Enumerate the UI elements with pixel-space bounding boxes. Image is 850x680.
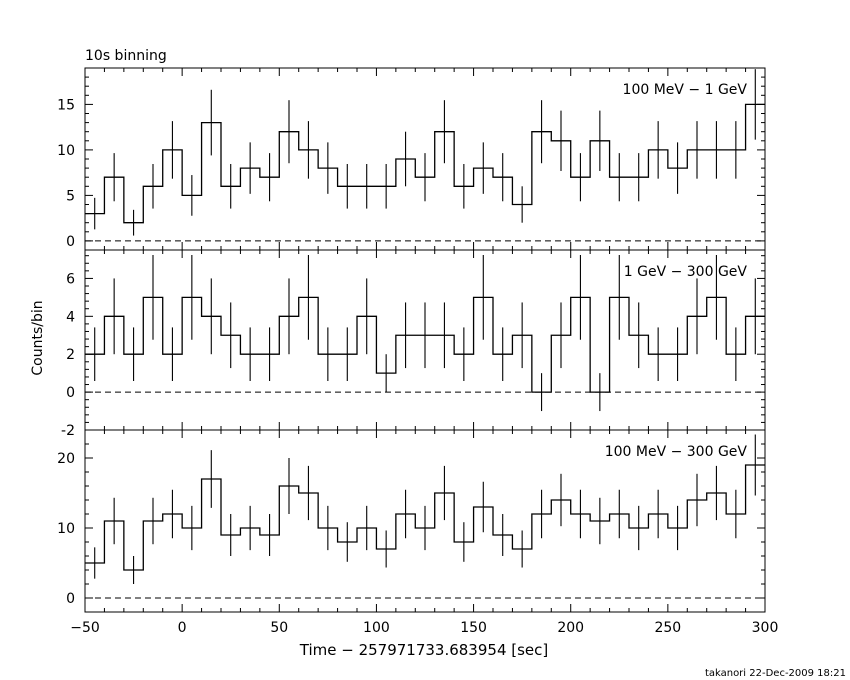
x-tick-label: −50 [70,620,100,636]
x-tick-label: 150 [460,620,487,636]
step-series [85,296,765,393]
x-tick-label: 250 [654,620,681,636]
band-label: 1 GeV − 300 GeV [624,264,748,280]
y-axis-label: Counts/bin [30,300,46,375]
x-axis-tick-labels: −50 0 50 100 150 200 250 300 [70,620,778,636]
y-tick-label: -2 [61,423,75,439]
y-tick-label: 0 [66,591,75,607]
chart-title: 10s binning [85,48,167,64]
band-label: 100 MeV − 300 GeV [605,444,748,460]
y-tick-label: 4 [66,309,75,325]
x-tick-label: 300 [752,620,779,636]
y-tick-label: 2 [66,347,75,363]
x-axis-label: Time − 257971733.683954 [sec] [299,641,549,659]
x-tick-label: 50 [270,620,288,636]
panel-high-band-low: 0 5 10 15 100 MeV − 1 GeV [57,67,766,251]
x-tick-label: 200 [557,620,584,636]
x-tick-label: 0 [178,620,187,636]
step-series [85,103,765,224]
y-tick-label: 15 [57,97,75,113]
y-tick-label: 5 [66,188,75,204]
footer-stamp: takanori 22-Dec-2009 18:21 [705,668,846,679]
y-tick-label: 20 [57,451,75,467]
panel-high-band-high: -2 0 2 4 6 1 GeV − 300 GeV [61,249,766,439]
y-tick-label: 10 [57,143,75,159]
panel-frame [84,429,766,613]
y-tick-label: 6 [66,271,75,287]
y-tick-label: 0 [66,234,75,250]
y-tick-label: 10 [57,521,75,537]
panel-full-band: 0 10 20 100 MeV − 300 GeV [57,429,766,613]
y-tick-label: 0 [66,385,75,401]
band-label: 100 MeV − 1 GeV [623,82,748,98]
x-tick-label: 100 [363,620,390,636]
